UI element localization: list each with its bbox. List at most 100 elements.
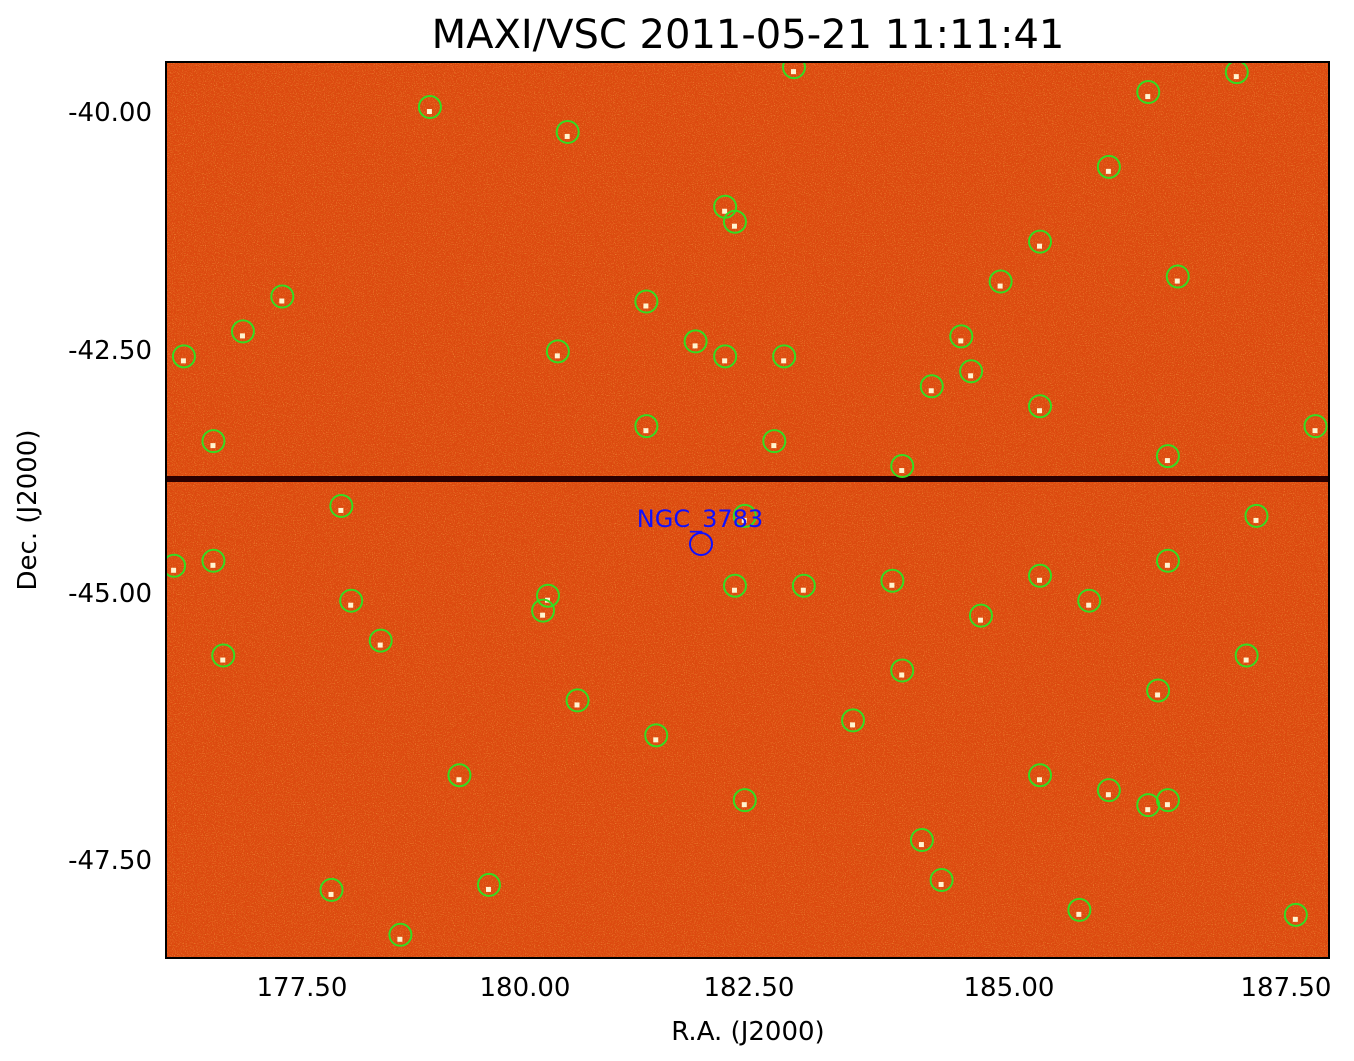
source-circle [1244, 503, 1269, 528]
source-circle [634, 289, 659, 314]
source-circle [388, 922, 413, 947]
source-spot [348, 602, 354, 608]
target-circle [689, 532, 713, 556]
source-circle [909, 828, 934, 853]
source-circle [791, 573, 816, 598]
source-circle [722, 573, 747, 598]
source-circle [772, 344, 797, 369]
source-circle [634, 414, 659, 439]
source-circle [644, 723, 669, 748]
target-label: NGC_3783 [637, 505, 763, 533]
source-spot [1164, 458, 1170, 464]
source-spot [1155, 692, 1161, 698]
source-circle [1155, 788, 1180, 813]
source-circle [782, 62, 806, 80]
source-spot [397, 936, 403, 942]
source-circle [988, 269, 1013, 294]
source-circle [713, 344, 738, 369]
source-circle [368, 628, 393, 653]
source-circle [1077, 588, 1102, 613]
x-axis: 177.50 180.00 182.50 185.00 187.50 R.A. … [257, 973, 1332, 1047]
source-spot [791, 69, 796, 75]
source-spot [653, 737, 659, 743]
source-spot [554, 353, 560, 359]
source-spot [977, 617, 983, 623]
source-spot [456, 777, 462, 783]
source-spot [692, 343, 698, 349]
source-circle [339, 588, 364, 613]
x-tick-label: 187.50 [1241, 973, 1332, 1003]
source-circle [1224, 62, 1249, 85]
source-circle [201, 548, 226, 573]
y-tick-label: -45.00 [68, 579, 152, 609]
source-spot [643, 428, 649, 434]
noise-dark [166, 62, 1329, 958]
y-tick-label: -40.00 [68, 98, 152, 128]
source-circle [1136, 80, 1161, 105]
source-spot [279, 298, 285, 304]
source-spot [997, 283, 1003, 289]
x-axis-label: R.A. (J2000) [671, 1017, 824, 1047]
source-spot [889, 582, 895, 588]
source-spot [171, 567, 177, 573]
source-circle [1165, 264, 1190, 289]
source-spot [328, 891, 334, 897]
gap-line [166, 476, 1329, 482]
source-circle [1234, 643, 1259, 668]
source-circle [1303, 414, 1328, 439]
source-circle [890, 658, 915, 683]
source-circle [565, 688, 590, 713]
source-circle [329, 493, 354, 518]
source-circle [929, 867, 954, 892]
source-circle [1067, 897, 1092, 922]
source-spot [1233, 74, 1239, 80]
source-spot [574, 702, 580, 708]
source-circle [476, 872, 501, 897]
source-spot [1076, 911, 1082, 917]
source-spot [899, 972, 904, 977]
source-circle [211, 643, 236, 668]
source-spot [1037, 243, 1042, 249]
source-circle [1028, 763, 1052, 788]
source-circle [1096, 778, 1121, 803]
x-tick-label: 177.50 [257, 973, 348, 1003]
source-spot [485, 886, 491, 892]
source-circle [959, 359, 984, 384]
source-spot [1105, 168, 1111, 174]
source-circle [841, 708, 866, 733]
source-spot [928, 388, 934, 394]
y-tick-label: -47.50 [68, 846, 152, 876]
source-spot [643, 303, 649, 309]
image-area: NGC_3783 [166, 62, 1329, 977]
source-circle [555, 119, 580, 144]
source-spot [1243, 657, 1249, 663]
source-spot [1086, 602, 1092, 608]
source-circle [1096, 154, 1121, 179]
source-circle [1146, 678, 1171, 703]
x-tick-label: 185.00 [964, 973, 1055, 1003]
source-circle [201, 429, 226, 454]
source-circle [270, 284, 295, 309]
source-spot [540, 612, 546, 618]
source-spot [722, 358, 728, 364]
source-circle [447, 763, 472, 788]
source-spot [731, 223, 737, 229]
source-circle [880, 568, 905, 593]
source-circle [683, 329, 708, 354]
source-spot [800, 587, 806, 593]
source-circles [166, 62, 1328, 977]
source-spot [899, 672, 905, 678]
source-spot [210, 562, 216, 568]
source-spot [1145, 94, 1151, 100]
source-circle [319, 877, 344, 902]
source-circle [1155, 444, 1180, 469]
source-circle [732, 503, 757, 528]
x-tick-label: 182.50 [704, 973, 795, 1003]
source-spot [1164, 802, 1170, 808]
source-circle [166, 553, 187, 578]
source-circle [968, 603, 993, 628]
source-circle [1136, 793, 1161, 818]
source-spot [722, 208, 728, 214]
source-spot [377, 642, 383, 648]
